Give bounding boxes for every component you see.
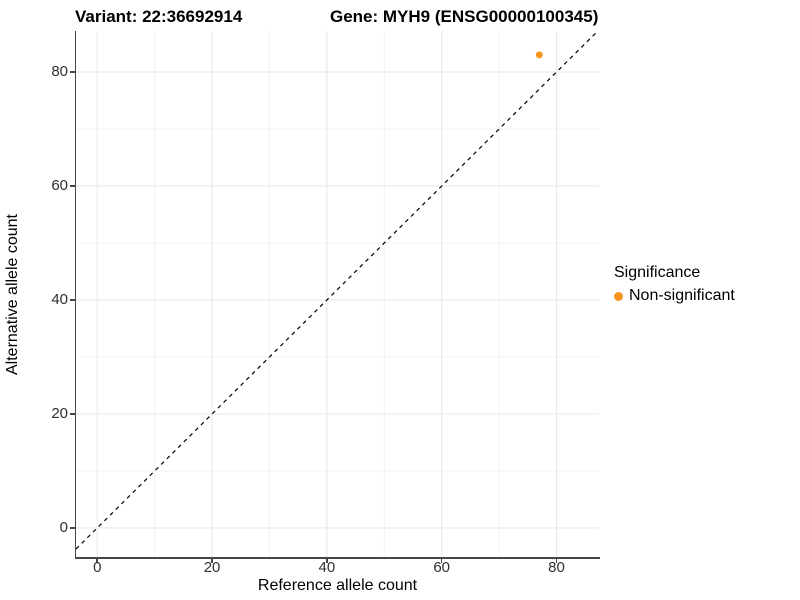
legend-entry: Non-significant	[614, 287, 794, 305]
x-tick-mark	[555, 558, 558, 563]
x-tick-mark	[440, 558, 443, 563]
y-tick-label: 60	[51, 177, 68, 194]
plot-area-svg	[76, 31, 599, 557]
legend-label: Non-significant	[629, 287, 735, 304]
legend-point-icon	[614, 291, 623, 301]
y-axis-line	[74, 31, 76, 559]
legend-title: Significance	[614, 264, 701, 281]
x-tick-label: 40	[318, 559, 336, 576]
plot-panel	[76, 31, 599, 557]
plot-title-gene: Gene: MYH9 (ENSG00000100345)	[330, 7, 599, 26]
x-axis-title: Reference allele count	[257, 577, 418, 594]
y-tick-label: 20	[51, 404, 68, 422]
data-point	[535, 51, 543, 59]
y-tick-label: 40	[51, 290, 68, 308]
y-axis-title-wrap: Alternative allele count	[4, 31, 22, 557]
legend: Significance Non-significant	[614, 264, 794, 305]
identity-line	[76, 31, 599, 550]
y-tick-mark	[70, 527, 75, 529]
x-tick-mark	[96, 558, 98, 563]
legend-entries: Non-significant	[614, 287, 794, 305]
x-tick-label: 80	[548, 559, 565, 576]
y-tick-label: 0	[59, 518, 68, 536]
y-tick-mark	[70, 299, 75, 301]
x-tick-mark	[326, 558, 328, 563]
y-tick-mark	[70, 413, 75, 415]
y-tick-mark	[70, 185, 75, 187]
x-tick-mark	[211, 558, 213, 563]
x-tick-label: 60	[433, 559, 451, 576]
y-tick-label: 80	[51, 63, 68, 81]
x-axis-line	[74, 557, 600, 559]
x-tick-label: 0	[93, 559, 102, 576]
plot-title-variant: Variant: 22:36692914	[75, 7, 243, 26]
y-axis-title: Alternative allele count	[4, 213, 21, 375]
x-tick-label: 20	[203, 559, 221, 576]
y-tick-mark	[70, 71, 75, 73]
